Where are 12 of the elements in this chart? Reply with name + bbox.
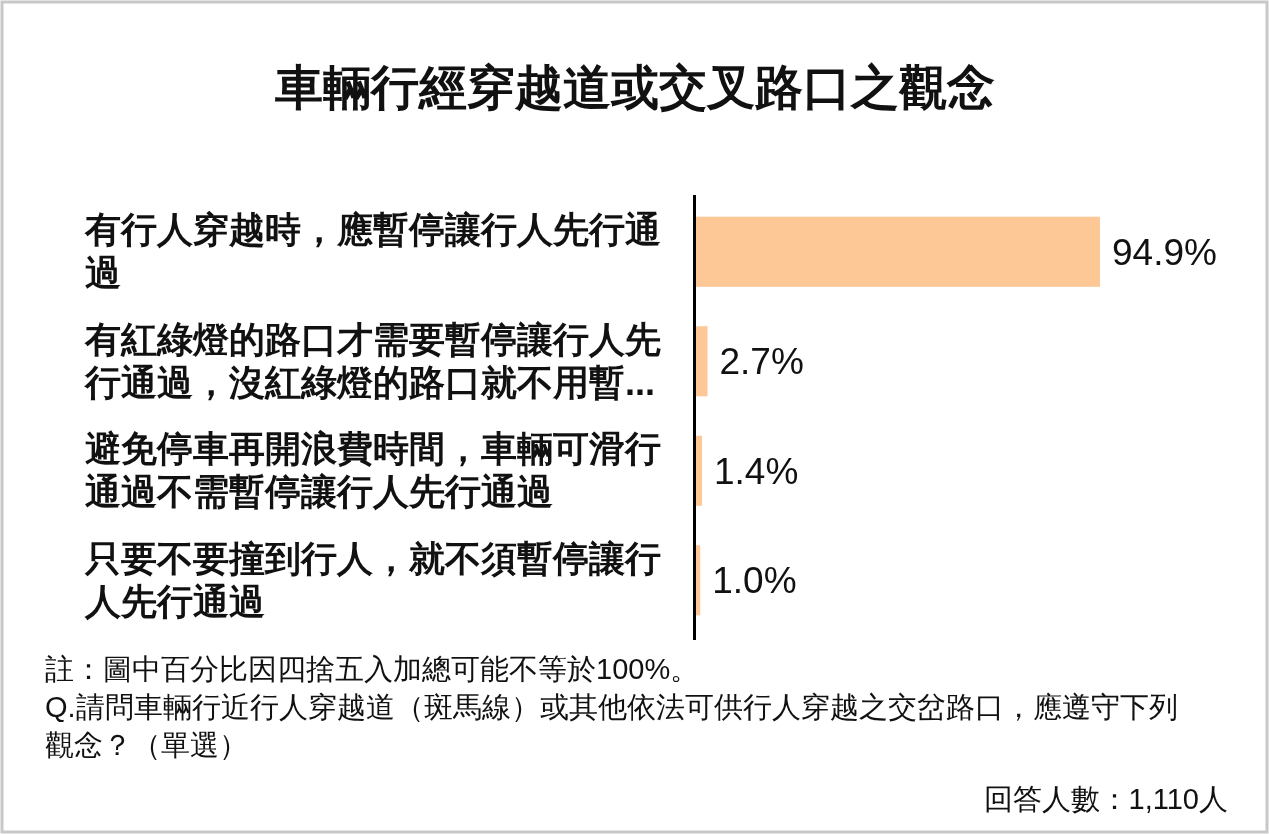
data-label: 94.9%: [1112, 231, 1217, 273]
annotation: 註：圖中百分比因四捨五入加總可能不等於100%。: [45, 653, 700, 685]
data-label: 2.7%: [719, 341, 804, 383]
category-label: 避免停車再開浪費時間，車輛可滑行通過不需暫停讓行人先行通過: [85, 428, 661, 513]
title: 車輛行經穿越道或交叉路口之觀念: [274, 61, 995, 114]
category-label: 只要不要撞到行人，就不須暫停讓行人先行通過: [85, 537, 661, 622]
data-label: 1.0%: [712, 560, 797, 602]
category-label: 有紅綠燈的路口才需要暫停讓行人先行通過，沒紅綠燈的路口就不用暫...: [85, 318, 661, 403]
data-label: 1.4%: [713, 450, 799, 492]
category-label: 有行人穿越時，應暫停讓行人先行通過: [85, 209, 661, 294]
annotation: Q.請問車輛行近行人穿越道（斑馬線）或其他依法可供行人穿越之交岔路口，應遵守下列觀念？（單選）: [45, 691, 1178, 761]
annotation: 回答人數：1,110人: [983, 783, 1228, 815]
